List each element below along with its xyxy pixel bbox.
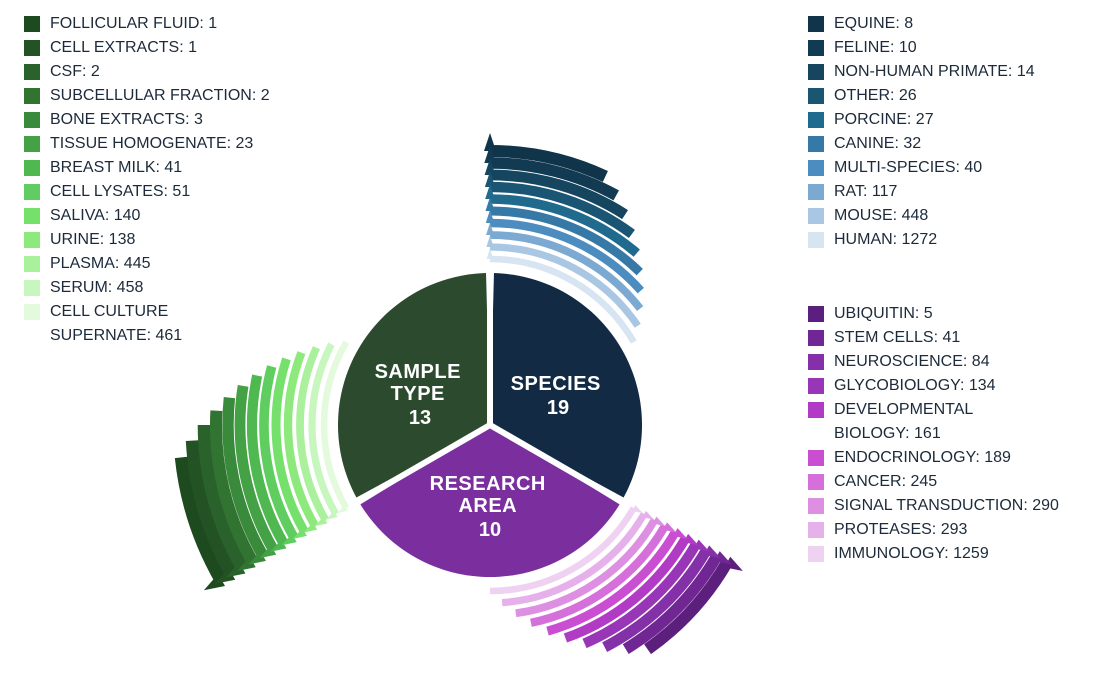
radial-chart: SAMPLE TYPE 13 SPECIES 19 RESEARCH AREA … xyxy=(0,0,1110,692)
root-container: FOLLICULAR FLUID: 1CELL EXTRACTS: 1CSF: … xyxy=(0,0,1110,692)
petals-sample xyxy=(182,342,348,590)
